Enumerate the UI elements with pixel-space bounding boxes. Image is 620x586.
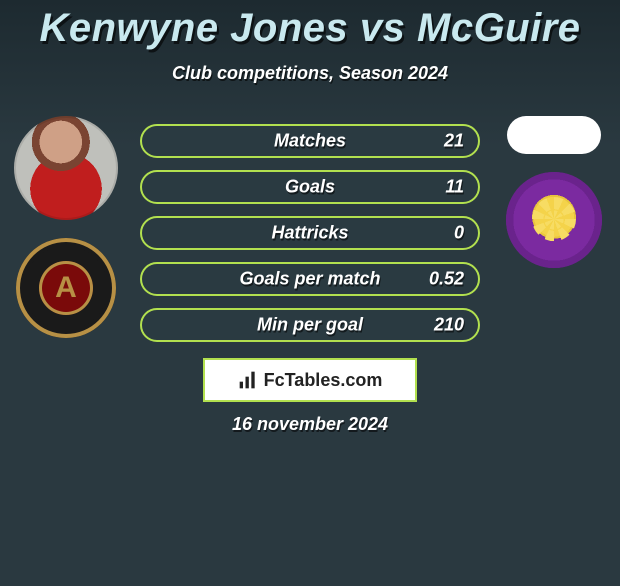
- stat-label: Min per goal: [257, 315, 363, 336]
- player1-club-crest: A: [16, 238, 116, 338]
- stats-list: Matches 21 Goals 11 Hattricks 0 Goals pe…: [140, 124, 480, 342]
- stat-row: Goals 11: [140, 170, 480, 204]
- page-title: Kenwyne Jones vs McGuire: [0, 6, 620, 51]
- player2-avatar: [507, 116, 601, 154]
- stat-label: Hattricks: [271, 223, 348, 244]
- bar-chart-icon: [238, 370, 258, 390]
- date-text: 16 november 2024: [232, 414, 388, 435]
- stat-row: Goals per match 0.52: [140, 262, 480, 296]
- player2-club-crest: [506, 172, 602, 268]
- stat-value: 0.52: [429, 269, 464, 290]
- stat-label: Matches: [274, 131, 346, 152]
- stat-value: 11: [445, 177, 464, 198]
- brand-badge: FcTables.com: [203, 358, 417, 402]
- stat-label: Goals per match: [239, 269, 380, 290]
- stat-label: Goals: [285, 177, 335, 198]
- stat-row: Matches 21: [140, 124, 480, 158]
- brand-text: FcTables.com: [264, 370, 383, 391]
- stat-row: Min per goal 210: [140, 308, 480, 342]
- player2-column: [494, 116, 614, 268]
- page-subtitle: Club competitions, Season 2024: [0, 63, 620, 84]
- stat-value: 21: [444, 131, 464, 152]
- player1-avatar: [14, 116, 118, 220]
- player1-column: A: [6, 116, 126, 338]
- atlanta-crest-letter: A: [39, 261, 93, 315]
- stat-value: 0: [454, 223, 464, 244]
- stat-row: Hattricks 0: [140, 216, 480, 250]
- stat-value: 210: [434, 315, 464, 336]
